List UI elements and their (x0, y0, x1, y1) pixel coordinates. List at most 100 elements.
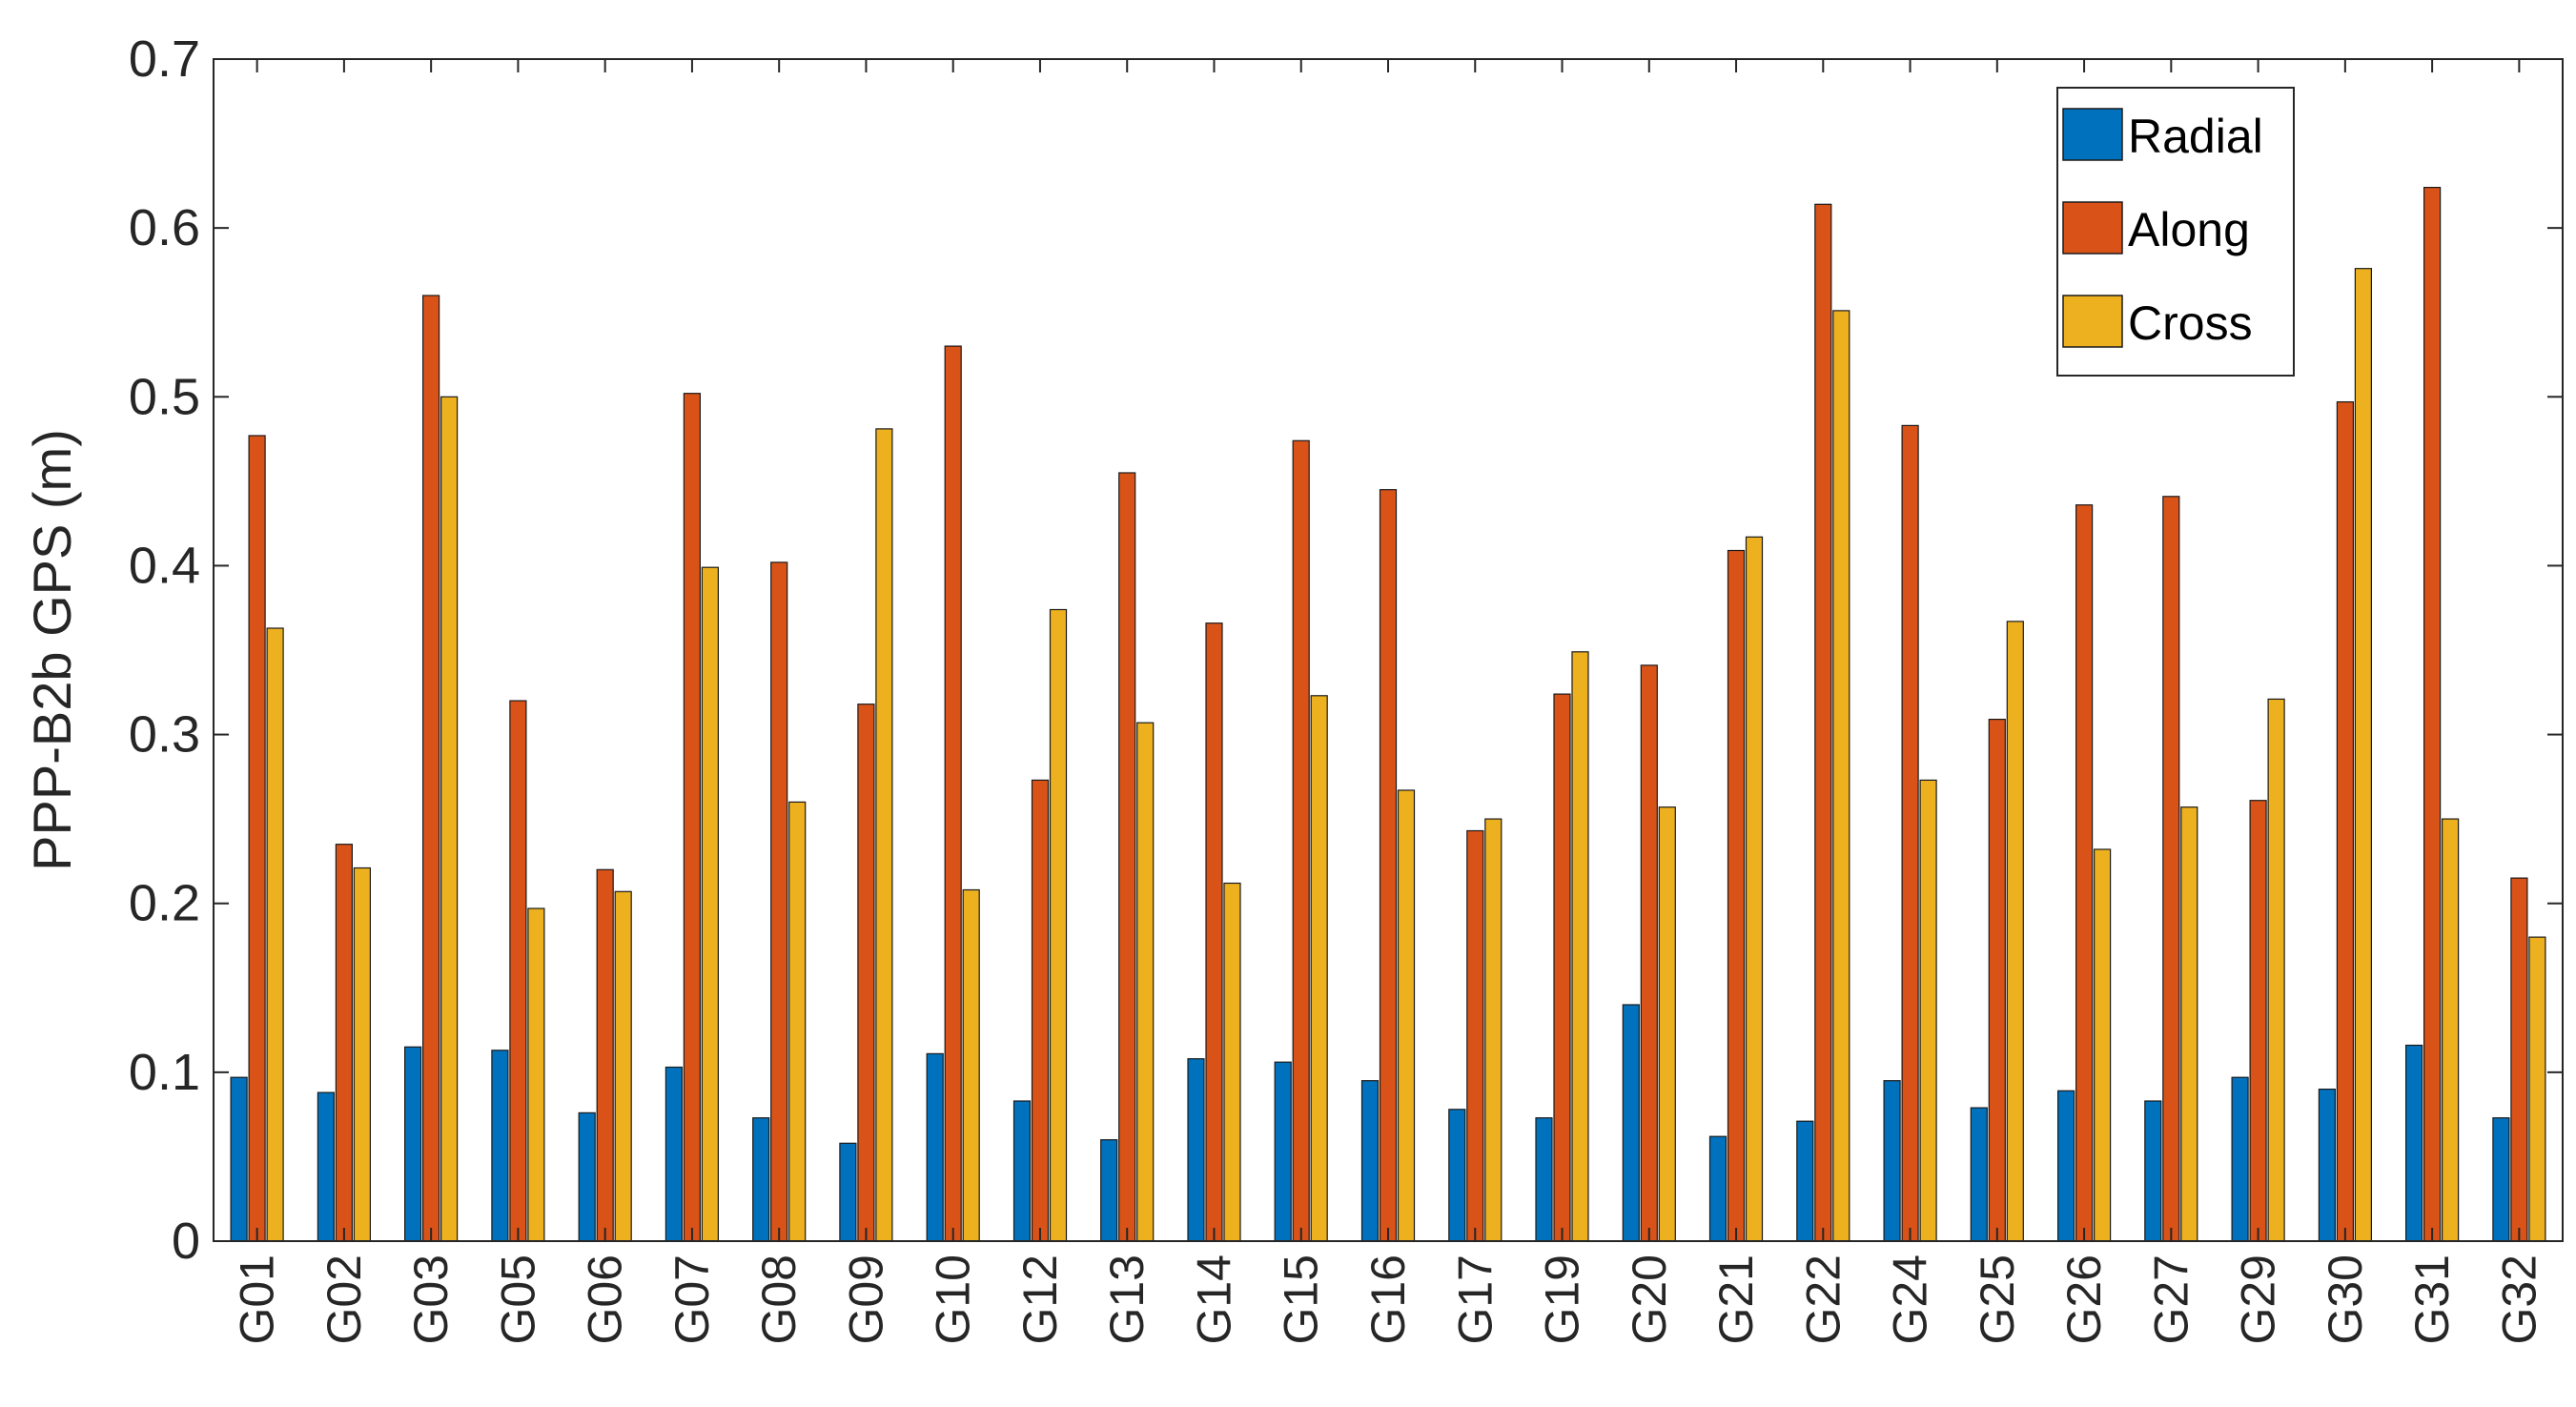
x-tick-label-g26: G26 (2057, 1254, 2111, 1345)
bar-radial-g20 (1622, 1004, 1640, 1242)
bar-radial-g19 (1535, 1117, 1553, 1242)
x-tick-label-g12: G12 (1013, 1254, 1067, 1345)
x-tick-label-g08: G08 (752, 1254, 806, 1345)
bar-radial-g07 (664, 1066, 684, 1242)
legend-label-cross: Cross (2128, 296, 2253, 350)
bar-radial-g02 (317, 1091, 335, 1242)
legend-swatch-along (2062, 201, 2123, 255)
bar-radial-g25 (1970, 1107, 1988, 1242)
bar-along-g10 (944, 345, 962, 1242)
x-tick-label-g19: G19 (1536, 1254, 1589, 1345)
bar-cross-g13 (1136, 722, 1155, 1242)
y-tick-label: 0.1 (129, 1044, 200, 1101)
y-tick-label: 0.3 (129, 706, 200, 764)
bar-along-g13 (1118, 472, 1136, 1242)
bar-cross-g17 (1484, 818, 1503, 1242)
bar-cross-g09 (875, 428, 893, 1242)
bar-along-g09 (857, 704, 875, 1242)
legend-label-radial: Radial (2128, 110, 2263, 163)
y-tick-label: 0 (172, 1213, 200, 1270)
x-tick-label-g06: G06 (579, 1254, 632, 1345)
x-tick-label-g16: G16 (1361, 1254, 1415, 1345)
legend-swatch-cross (2062, 295, 2123, 348)
bar-cross-g26 (2094, 848, 2112, 1242)
bar-radial-g22 (1796, 1120, 1814, 1242)
bar-cross-g30 (2354, 268, 2372, 1242)
y-axis-label: PPP-B2b GPS (m) (22, 429, 82, 871)
bar-cross-g29 (2267, 698, 2285, 1242)
bar-radial-g10 (926, 1052, 944, 1242)
bar-along-g06 (596, 868, 614, 1242)
bar-cross-g16 (1397, 789, 1416, 1242)
bar-radial-g26 (2057, 1090, 2075, 1242)
bar-along-g03 (422, 295, 440, 1242)
legend-label-along: Along (2128, 203, 2250, 256)
bar-along-g15 (1292, 439, 1310, 1242)
bar-along-g07 (683, 393, 702, 1242)
x-tick-label-g24: G24 (1884, 1254, 1937, 1345)
bar-cross-g25 (2006, 621, 2024, 1242)
bar-cross-g15 (1310, 695, 1328, 1242)
bar-cross-g05 (527, 907, 545, 1242)
bar-along-g25 (1988, 718, 2006, 1242)
bar-cross-g20 (1658, 806, 1676, 1242)
bar-along-g16 (1379, 489, 1398, 1242)
x-tick-label-g02: G02 (317, 1254, 371, 1345)
bar-radial-g16 (1360, 1080, 1380, 1242)
bar-along-g20 (1640, 664, 1658, 1242)
bar-along-g22 (1814, 203, 1832, 1242)
x-tick-label-g21: G21 (1709, 1254, 1763, 1345)
bar-along-g08 (770, 561, 788, 1242)
bar-radial-g12 (1012, 1100, 1032, 1242)
y-tick-label: 0.4 (129, 537, 200, 594)
legend-swatch-radial (2062, 108, 2123, 161)
bar-along-g05 (509, 700, 527, 1242)
x-tick-label-g13: G13 (1100, 1254, 1154, 1345)
x-tick-label-g05: G05 (491, 1254, 544, 1345)
bar-radial-g06 (578, 1111, 596, 1242)
y-tick-label: 0.5 (129, 368, 200, 425)
x-tick-label-g17: G17 (1448, 1254, 1502, 1345)
bar-cross-g06 (614, 890, 632, 1242)
bar-cross-g14 (1223, 882, 1241, 1242)
bar-cross-g31 (2442, 818, 2460, 1242)
bar-along-g26 (2075, 504, 2094, 1242)
bar-along-g32 (2510, 877, 2528, 1242)
bar-along-g24 (1901, 424, 1919, 1242)
x-tick-label-g01: G01 (231, 1254, 284, 1345)
bar-radial-g08 (752, 1117, 770, 1242)
legend: Radial Along Cross (2056, 87, 2295, 377)
bar-radial-g05 (491, 1050, 509, 1242)
x-axis: G01 G02 G03 G05 G06 G07 G08 G09 G10 G12 G13 G14 G15 G… (231, 59, 2545, 1345)
y-tick-label: 0.7 (129, 31, 200, 88)
bar-radial-g13 (1100, 1139, 1118, 1242)
x-tick-label-g14: G14 (1187, 1254, 1240, 1345)
bar-cross-g21 (1745, 536, 1764, 1242)
bar-radial-g09 (839, 1142, 857, 1242)
bar-radial-g14 (1187, 1058, 1205, 1242)
bar-radial-g27 (2144, 1100, 2162, 1242)
x-tick-label-g15: G15 (1275, 1254, 1328, 1345)
bar-along-g17 (1466, 829, 1484, 1242)
bar-radial-g31 (2405, 1044, 2423, 1242)
x-tick-label-g29: G29 (2232, 1254, 2285, 1345)
bar-radial-g17 (1448, 1109, 1466, 1242)
bar-cross-g22 (1832, 310, 1850, 1242)
x-tick-label-g27: G27 (2144, 1254, 2198, 1345)
bar-along-g14 (1205, 622, 1223, 1242)
x-tick-label-g31: G31 (2405, 1254, 2459, 1345)
x-tick-label-g30: G30 (2319, 1254, 2372, 1345)
bar-along-g12 (1031, 779, 1050, 1242)
bar-cross-g19 (1571, 651, 1589, 1242)
x-tick-label-g25: G25 (1971, 1254, 2024, 1345)
bar-cross-g10 (962, 888, 980, 1242)
x-tick-label-g22: G22 (1796, 1254, 1850, 1345)
bar-radial-g03 (404, 1046, 422, 1242)
bar-cross-g02 (353, 867, 371, 1242)
bar-cross-g01 (266, 627, 284, 1242)
bar-radial-g32 (2492, 1117, 2510, 1242)
bar-radial-g29 (2231, 1076, 2249, 1242)
bar-cross-g24 (1919, 779, 1937, 1242)
bar-along-g30 (2336, 401, 2354, 1242)
y-tick-label: 0.6 (129, 199, 200, 256)
